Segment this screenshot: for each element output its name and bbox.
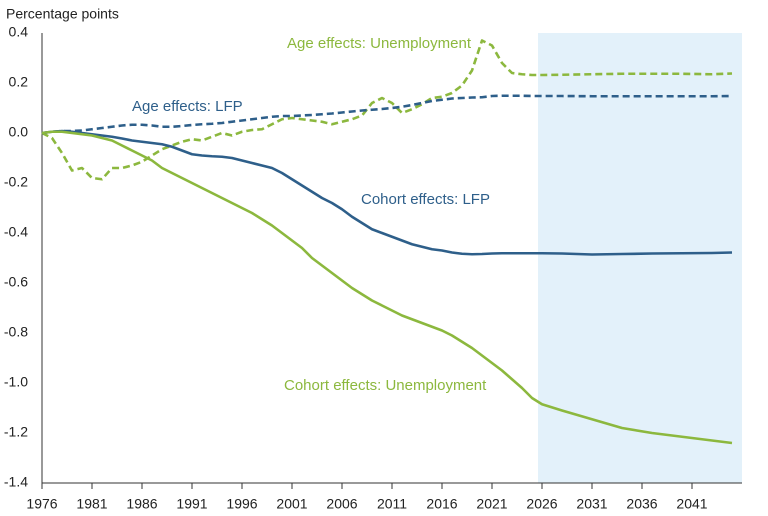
y-tick-label: -1.2 [4, 424, 28, 440]
x-tick-label: 2016 [426, 496, 457, 512]
x-tick-label: 1981 [76, 496, 107, 512]
y-tick-label: -1.0 [4, 374, 28, 390]
y-axis-label: Percentage points [6, 6, 119, 22]
series-line [41, 129, 733, 256]
projection-shade [538, 33, 742, 483]
x-tick-label: 1976 [26, 496, 57, 512]
series-line [41, 94, 733, 135]
x-tick-label: 2031 [576, 496, 607, 512]
x-tick-label: 2036 [626, 496, 657, 512]
series-label: Cohort effects: LFP [361, 191, 490, 208]
series-line [41, 130, 733, 445]
y-tick-label: -0.2 [4, 174, 28, 190]
x-tick-label: 2006 [326, 496, 357, 512]
x-tick-label: 1986 [126, 496, 157, 512]
x-tick-label: 2026 [526, 496, 557, 512]
series-label: Cohort effects: Unemployment [284, 377, 487, 394]
series-label: Age effects: Unemployment [287, 35, 472, 52]
y-tick-label: 0.2 [9, 74, 29, 90]
x-tick-label: 1996 [226, 496, 257, 512]
x-tick-label: 2041 [676, 496, 707, 512]
x-tick-label: 2001 [276, 496, 307, 512]
y-tick-label: -0.6 [4, 274, 28, 290]
y-tick-label: -0.4 [4, 224, 28, 240]
series-line [41, 39, 733, 181]
x-tick-label: 2011 [377, 496, 407, 512]
x-tick-label: 2021 [476, 496, 507, 512]
y-tick-label: 0.4 [9, 24, 29, 40]
y-tick-label: -1.4 [4, 474, 28, 490]
y-tick-label: -0.8 [4, 324, 28, 340]
y-tick-label: 0.0 [9, 124, 29, 140]
series-label: Age effects: LFP [132, 98, 243, 115]
x-tick-label: 1991 [176, 496, 207, 512]
